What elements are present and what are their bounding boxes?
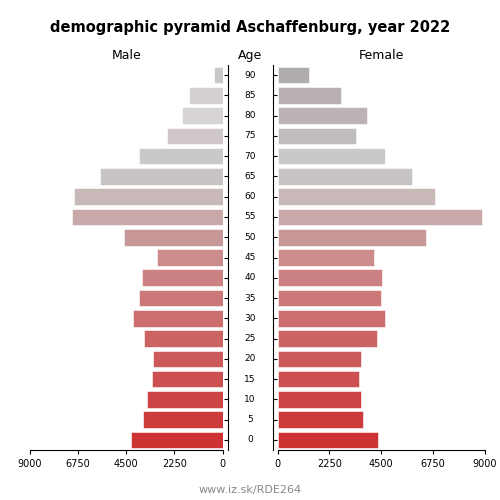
Text: 70: 70	[244, 152, 256, 160]
Bar	[278, 350, 360, 367]
Bar	[278, 87, 341, 104]
Text: 55: 55	[244, 212, 256, 222]
Bar	[153, 350, 222, 367]
Bar	[278, 310, 384, 326]
Bar	[152, 371, 222, 388]
Bar	[146, 391, 222, 407]
Text: 20: 20	[244, 354, 256, 364]
Bar	[72, 208, 223, 226]
Text: 45: 45	[244, 253, 256, 262]
Bar	[278, 208, 482, 226]
Bar	[139, 290, 222, 306]
Bar	[214, 67, 222, 84]
Bar	[278, 128, 356, 144]
Text: 65: 65	[244, 172, 256, 181]
Bar	[278, 371, 359, 388]
Bar	[139, 148, 222, 164]
Text: 30: 30	[244, 314, 256, 323]
Bar	[132, 310, 222, 326]
Bar	[144, 330, 222, 347]
Title: Female: Female	[358, 50, 404, 62]
Bar	[124, 229, 222, 246]
Text: 0: 0	[247, 436, 253, 444]
Bar	[278, 148, 384, 164]
Text: 40: 40	[244, 274, 256, 282]
Bar	[182, 108, 222, 124]
Text: 35: 35	[244, 294, 256, 302]
Text: www.iz.sk/RDE264: www.iz.sk/RDE264	[198, 485, 302, 495]
Title: Age: Age	[238, 50, 262, 62]
Bar	[100, 168, 222, 185]
Text: 75: 75	[244, 132, 256, 140]
Bar	[158, 249, 222, 266]
Text: 15: 15	[244, 374, 256, 384]
Bar	[278, 412, 363, 428]
Bar	[278, 290, 382, 306]
Text: 25: 25	[244, 334, 256, 343]
Bar	[130, 432, 222, 448]
Text: demographic pyramid Aschaffenburg, year 2022: demographic pyramid Aschaffenburg, year …	[50, 20, 450, 35]
Text: 50: 50	[244, 232, 256, 241]
Bar	[167, 128, 222, 144]
Text: 85: 85	[244, 91, 256, 100]
Bar	[278, 432, 378, 448]
Title: Male: Male	[112, 50, 141, 62]
Bar	[190, 87, 222, 104]
Bar	[278, 168, 412, 185]
Bar	[278, 249, 374, 266]
Bar	[278, 270, 382, 286]
Bar	[74, 188, 223, 205]
Text: 5: 5	[247, 415, 253, 424]
Bar	[278, 67, 308, 84]
Bar	[278, 229, 426, 246]
Text: 80: 80	[244, 111, 256, 120]
Bar	[278, 108, 368, 124]
Bar	[278, 330, 376, 347]
Bar	[278, 391, 360, 407]
Bar	[278, 188, 436, 205]
Text: 10: 10	[244, 395, 256, 404]
Bar	[142, 270, 222, 286]
Text: 60: 60	[244, 192, 256, 201]
Text: 90: 90	[244, 70, 256, 80]
Bar	[144, 412, 222, 428]
